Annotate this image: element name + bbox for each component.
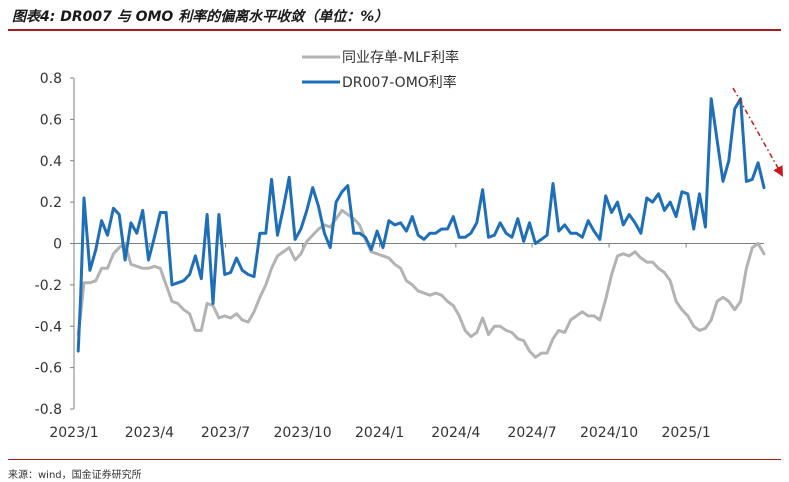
x-tick-label: 2024/7: [507, 425, 556, 441]
title-rule: [8, 29, 781, 31]
x-tick-label: 2024/4: [431, 425, 480, 441]
y-tick-label: -0.8: [35, 402, 62, 418]
legend-label: DR007-OMO利率: [342, 74, 457, 91]
source-note: 来源：wind，国金证券研究所: [8, 470, 142, 481]
source-rule: [8, 459, 781, 460]
x-tick-label: 2024/10: [580, 425, 638, 441]
legend-label: 同业存单-MLF利率: [342, 49, 459, 66]
x-tick-label: 2023/10: [274, 425, 332, 441]
x-tick-label: 2023/4: [125, 425, 174, 441]
trend-arrow: [732, 87, 784, 177]
y-tick-label: 0.6: [40, 112, 62, 128]
y-tick-label: -0.2: [35, 278, 62, 294]
figure-title: 图表4: DR007 与 OMO 利率的偏离水平收敛（单位：%）: [12, 9, 389, 25]
series-line-dr007-omo: [76, 97, 766, 353]
x-tick-label: 2023/7: [201, 425, 250, 441]
legend: 同业存单-MLF利率 DR007-OMO利率: [302, 49, 459, 91]
x-tick-label: 2023/1: [49, 425, 98, 441]
y-tick-label: 0.4: [40, 154, 62, 170]
x-tick-label: 2025/1: [661, 425, 710, 441]
y-tick-label: -0.4: [35, 319, 62, 335]
y-tick-label: 0.8: [40, 71, 62, 87]
y-tick-label: 0: [53, 237, 62, 253]
line-chart: 同业存单-MLF利率 DR007-OMO利率 0.8 0.6 0.4 0.2 0 -0.2 -…: [35, 49, 784, 441]
x-tick-label: 2024/1: [355, 425, 404, 441]
y-tick-label: -0.6: [35, 361, 62, 377]
y-tick-label: 0.2: [40, 195, 62, 211]
series-line-cd-mlf: [76, 208, 766, 359]
